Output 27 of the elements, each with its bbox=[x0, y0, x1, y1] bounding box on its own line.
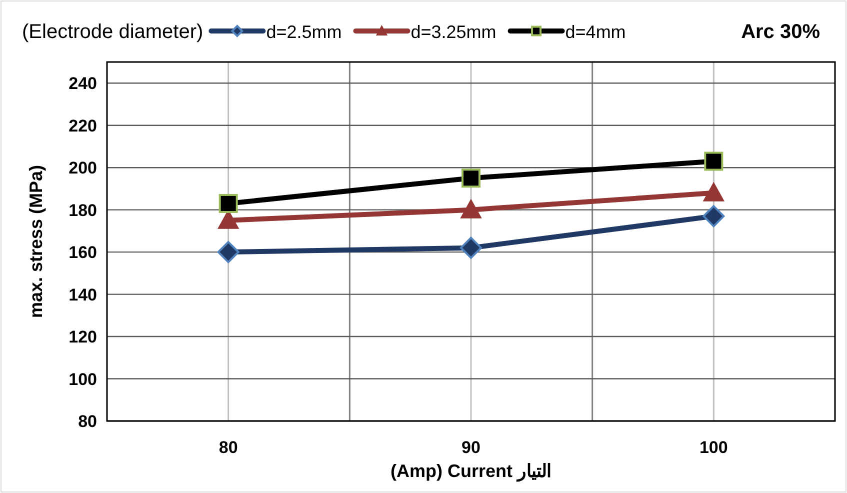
y-tick-label: 240 bbox=[68, 74, 97, 94]
point bbox=[704, 152, 724, 171]
point bbox=[462, 168, 480, 188]
x-axis-title: (Amp) Current التيار bbox=[390, 461, 552, 482]
y-tick-label: 160 bbox=[68, 243, 97, 262]
legend-label: d=2.5mm bbox=[266, 22, 342, 42]
y-tick-label: 200 bbox=[68, 158, 97, 178]
legend-title: (Electrode diameter) bbox=[22, 21, 204, 43]
point bbox=[702, 205, 725, 228]
chart-title: Arc 30% bbox=[741, 21, 820, 43]
x-tick-label: 90 bbox=[462, 438, 480, 457]
y-axis-title: max. stress (MPa) bbox=[26, 164, 46, 318]
x-tick-label: 100 bbox=[699, 438, 728, 457]
legend-label: d=4mm bbox=[565, 22, 626, 42]
point bbox=[703, 182, 724, 202]
point bbox=[460, 199, 482, 218]
y-tick-label: 120 bbox=[68, 328, 97, 347]
y-tick-label: 80 bbox=[78, 412, 97, 431]
legend-label: d=3.25mm bbox=[410, 22, 496, 42]
y-tick-label: 180 bbox=[68, 200, 97, 220]
y-tick-label: 100 bbox=[68, 370, 97, 389]
y-tick-label: 220 bbox=[68, 116, 97, 136]
point bbox=[460, 236, 482, 259]
point bbox=[217, 241, 240, 264]
point bbox=[218, 194, 238, 213]
x-tick-label: 80 bbox=[218, 438, 238, 457]
y-tick-label: 140 bbox=[68, 285, 97, 304]
